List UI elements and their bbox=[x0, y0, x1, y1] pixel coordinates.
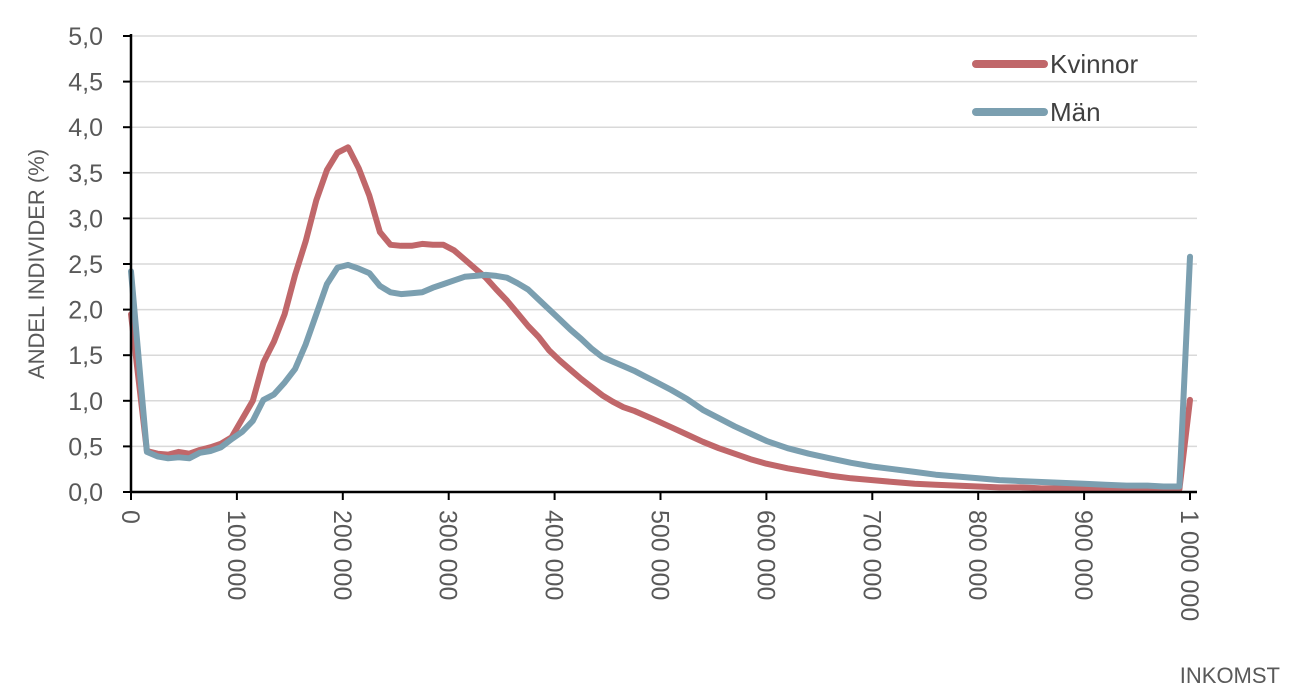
y-tick-label-10: 5,0 bbox=[68, 23, 103, 51]
y-tick-label-4: 2,0 bbox=[68, 297, 103, 325]
y-tick-label-0: 0,0 bbox=[68, 479, 103, 507]
y-axis-title: ANDEL INDIVIDER (%) bbox=[24, 149, 49, 379]
x-tick-labels: 0 100 000 200 000 300 000 400 000 500 000 600 … bbox=[116, 510, 1203, 621]
x-tick-label-1: 100 000 bbox=[222, 510, 250, 600]
x-tick-label-6: 600 000 bbox=[751, 510, 779, 600]
y-tick-label-6: 3,0 bbox=[68, 205, 103, 233]
y-tick-label-1: 0,5 bbox=[68, 433, 103, 461]
x-tick-label-4: 400 000 bbox=[540, 510, 568, 600]
x-tick-label-0: 0 bbox=[116, 510, 144, 524]
x-tick-label-5: 500 000 bbox=[646, 510, 674, 600]
y-tick-label-2: 1,0 bbox=[68, 388, 103, 416]
legend: Kvinnor Män bbox=[972, 49, 1138, 127]
axes bbox=[123, 34, 1197, 500]
y-tick-label-8: 4,0 bbox=[68, 114, 103, 142]
legend-label-0: Kvinnor bbox=[1050, 49, 1138, 79]
x-axis-title: INKOMST bbox=[1180, 663, 1280, 688]
series-lines bbox=[128, 144, 1193, 493]
y-tick-labels: 0,0 0,5 1,0 1,5 2,0 2,5 3,0 3,5 4,0 4,5 5,0 bbox=[68, 23, 103, 507]
y-tick-label-9: 4,5 bbox=[68, 69, 103, 97]
x-tick-label-9: 900 000 bbox=[1069, 510, 1097, 600]
x-tick-label-8: 800 000 bbox=[963, 510, 991, 600]
series-line-kvinnor bbox=[128, 144, 1193, 493]
x-tick-label-10: 1 000 000 bbox=[1175, 510, 1203, 621]
x-tick-label-2: 200 000 bbox=[328, 510, 356, 600]
legend-label-1: Män bbox=[1050, 97, 1101, 127]
x-tick-label-3: 300 000 bbox=[434, 510, 462, 600]
y-tick-label-7: 3,5 bbox=[68, 160, 103, 188]
y-tick-label-5: 2,5 bbox=[68, 251, 103, 279]
x-tick-label-7: 700 000 bbox=[857, 510, 885, 600]
y-tick-label-3: 1,5 bbox=[68, 342, 103, 370]
series-line-mn bbox=[128, 253, 1193, 490]
